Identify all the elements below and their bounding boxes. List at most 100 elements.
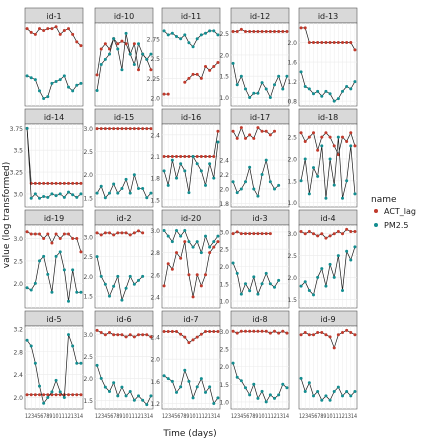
act-lag-point (235, 230, 239, 234)
pm25-point (195, 37, 199, 41)
y-tick-label: 1.6 (150, 379, 160, 386)
x-tick-labels: 1234567891011121314 (299, 413, 357, 420)
act-lag-point (62, 232, 66, 236)
panel-id-2: id-2 1.5 2.0 2.5 3.0 (83, 209, 154, 309)
act-lag-point (345, 41, 349, 45)
act-lag-point (349, 131, 353, 135)
pm25-point (42, 96, 46, 100)
y-tick-label: 3.0 (83, 126, 93, 133)
pm25-point (303, 157, 307, 161)
pm25-point (67, 85, 70, 89)
pm25-point (316, 89, 320, 93)
y-tick-label: 2.1 (150, 154, 160, 161)
pm25-point (128, 274, 132, 278)
act-lag-point (166, 92, 170, 96)
act-lag-point (268, 30, 272, 34)
act-lag-point (204, 330, 207, 334)
y-tick-label: 3.25 (10, 170, 24, 177)
pm25-point (124, 286, 128, 290)
pm25-point (285, 386, 289, 390)
act-lag-point (239, 27, 243, 31)
panel-title: id-11 (181, 12, 201, 21)
act-lag-point (273, 30, 276, 34)
pm25-point (33, 281, 37, 285)
pm25-point (268, 180, 272, 184)
act-lag-point (170, 330, 174, 334)
act-lag-point (175, 251, 178, 255)
y-tick-label: 2.0 (150, 357, 160, 364)
pm25-point (175, 34, 178, 38)
act-lag-point (199, 76, 203, 80)
act-lag-point (216, 129, 220, 133)
act-lag-point (212, 330, 216, 334)
pm25-point (316, 390, 320, 394)
act-lag-point (42, 393, 46, 397)
act-lag-point (277, 331, 281, 335)
act-lag-point (324, 236, 328, 240)
y-tick-label: 2.4 (150, 335, 160, 342)
pm25-point (99, 63, 103, 66)
pm25-point (25, 74, 29, 78)
act-lag-point (50, 27, 54, 31)
act-lag-point (95, 127, 99, 131)
act-lag-point (58, 32, 62, 36)
act-lag-point (58, 181, 62, 185)
y-tick-label: 2.0 (287, 275, 297, 282)
panel-plot-area (230, 123, 290, 208)
act-lag-point (170, 267, 174, 271)
pm25-point (116, 47, 120, 51)
pm25-point (216, 33, 220, 37)
pm25-point (99, 376, 103, 380)
pm25-point (187, 41, 191, 45)
pm25-point (62, 268, 66, 272)
act-lag-point (33, 232, 37, 236)
pm25-point (324, 89, 328, 93)
pm25-line (163, 142, 219, 193)
pm25-point (195, 385, 199, 389)
pm25-point (132, 398, 136, 402)
pm25-point (332, 99, 336, 103)
pm25-point (353, 390, 357, 394)
act-lag-point (149, 127, 153, 131)
pm25-point (307, 289, 311, 293)
pm25-point (268, 282, 272, 286)
y-tick-label: 2.4 (150, 132, 160, 139)
act-lag-point (46, 27, 50, 31)
act-lag-point (303, 26, 307, 30)
pm25-point (29, 344, 33, 348)
pm25-point (256, 396, 260, 400)
pm25-point (260, 173, 264, 177)
act-lag-point (345, 328, 349, 332)
act-lag-point (204, 64, 207, 68)
pm25-point (256, 292, 260, 296)
act-lag-point (273, 129, 276, 133)
x-tick-labels: 1234567891011121314 (95, 413, 153, 420)
act-lag-point (29, 393, 33, 397)
act-lag-point (50, 181, 54, 185)
act-lag-point (256, 126, 260, 130)
y-tick-label: 3.0 (83, 332, 93, 339)
pm25-point (33, 192, 37, 196)
pm25-point (58, 192, 62, 196)
act-lag-point (67, 393, 70, 397)
panel-title: id-5 (46, 315, 61, 324)
pm25-point (137, 42, 140, 46)
act-lag-point (183, 80, 187, 84)
act-lag-point (183, 240, 187, 244)
act-lag-point (195, 273, 199, 277)
act-lag-point (268, 232, 272, 236)
pm25-point (341, 289, 344, 293)
y-tick-label: 2.5 (219, 31, 229, 38)
act-lag-point (187, 273, 191, 277)
pm25-point (328, 398, 332, 402)
act-lag-point (179, 256, 183, 260)
pm25-point (231, 361, 235, 365)
act-lag-point (312, 232, 315, 236)
pm25-point (183, 368, 187, 372)
pm25-point (195, 240, 199, 244)
y-tick-label: 2.5 (150, 56, 160, 63)
pm25-point (183, 169, 187, 173)
pm25-point (54, 194, 58, 198)
act-lag-line (232, 231, 271, 234)
